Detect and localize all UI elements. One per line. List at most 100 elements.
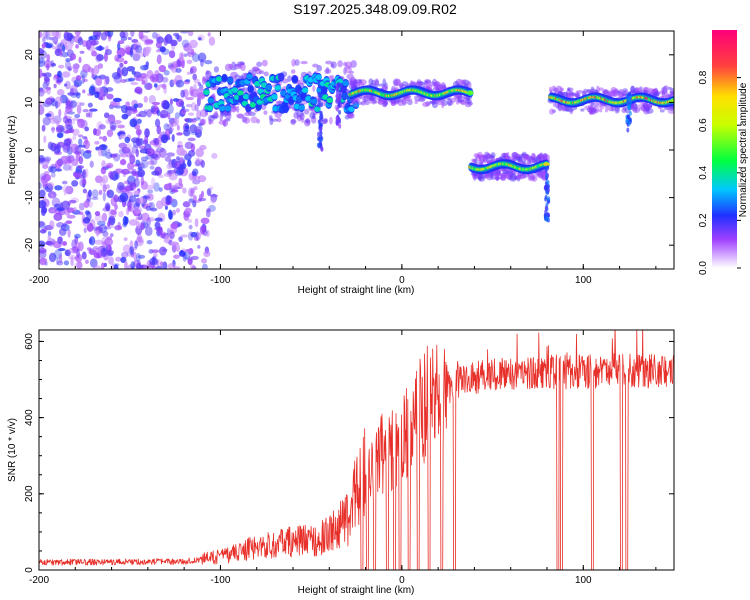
heatmap-cell <box>190 255 199 260</box>
heatmap-cell <box>56 132 64 139</box>
heatmap-cell <box>169 184 179 191</box>
heatmap-cell <box>43 156 52 162</box>
heatmap-cell <box>148 95 156 104</box>
heatmap-cell <box>538 153 542 160</box>
heatmap-cell <box>151 265 158 269</box>
heatmap-cell <box>98 74 107 80</box>
heatmap-cell <box>628 95 632 101</box>
heatmap-cell <box>319 125 323 131</box>
heatmap-cell <box>160 134 169 144</box>
heatmap-cell <box>208 36 216 46</box>
heatmap-cell <box>57 70 62 78</box>
heatmap-cell <box>94 239 103 245</box>
heatmap-cell <box>157 259 161 266</box>
heatmap-cell <box>303 108 310 115</box>
heatmap-cell <box>628 110 632 116</box>
heatmap-cell <box>72 117 80 121</box>
heatmap-cell <box>89 218 96 229</box>
heatmap-tail <box>543 165 551 223</box>
heatmap-cell <box>165 195 172 205</box>
heatmap-cell <box>76 248 80 259</box>
heatmap-cell <box>321 88 328 93</box>
heatmap-cell <box>599 104 604 110</box>
heatmap-cell <box>47 182 55 189</box>
heatmap-cell <box>146 240 153 245</box>
heatmap-cell <box>42 163 49 169</box>
heatmap-cell <box>274 86 282 90</box>
heatmap-cell <box>175 68 182 73</box>
ridge-lower-ridge <box>468 151 551 182</box>
heatmap-cell <box>102 184 107 193</box>
heatmap-cell <box>82 63 91 73</box>
heatmap-cell <box>39 189 46 198</box>
heatmap-cell <box>118 148 127 155</box>
heatmap-cell <box>201 263 208 269</box>
heatmap-cell <box>210 193 218 203</box>
heatmap-cell <box>94 91 100 99</box>
heatmap-cell <box>117 42 121 51</box>
heatmap-cell <box>155 86 161 91</box>
heatmap-cell <box>177 147 186 156</box>
heatmap-cell <box>129 246 134 256</box>
heatmap-cell <box>94 214 103 223</box>
heatmap-cell <box>230 71 238 78</box>
heatmap-cell <box>474 157 478 165</box>
heatmap-cell <box>214 111 218 117</box>
colorbar <box>712 30 737 268</box>
heatmap-cell <box>227 78 234 83</box>
heatmap-cell <box>61 200 71 210</box>
heatmap-cell <box>114 54 120 62</box>
heatmap-cell <box>62 241 68 246</box>
heatmap-cell <box>268 114 273 121</box>
heatmap-cell <box>632 107 641 114</box>
heatmap-cell <box>106 190 111 196</box>
heatmap-cell <box>117 124 125 129</box>
heatmap-cell <box>45 43 53 49</box>
heatmap-cell <box>544 165 548 171</box>
heatmap-tail <box>316 91 324 152</box>
heatmap-cell <box>51 62 56 67</box>
heatmap-cell <box>546 183 550 189</box>
ridge-upper-ridge <box>348 78 474 109</box>
heatmap-cell <box>199 119 205 126</box>
snr-x-axis-label: Height of straight line (km) <box>298 585 415 596</box>
heatmap-cell <box>98 124 106 130</box>
heatmap-cell <box>195 157 200 165</box>
heatmap-cell <box>337 82 341 88</box>
heatmap-cell <box>96 46 106 51</box>
heatmap-cell <box>39 182 42 190</box>
heatmap-cell <box>96 220 106 226</box>
heatmap-cell <box>151 32 158 39</box>
heatmap-cell <box>178 52 183 60</box>
heatmap-cell <box>192 73 198 81</box>
heatmap-cell <box>194 218 199 228</box>
heatmap-y-axis-label: Frequency (Hz) <box>7 116 18 185</box>
heatmap-cell <box>173 254 180 259</box>
heatmap-cell <box>114 119 122 125</box>
heatmap-cell <box>170 39 178 47</box>
heatmap-cell <box>320 146 324 152</box>
heatmap-cell <box>105 164 111 169</box>
heatmap-cell <box>50 127 56 131</box>
heatmap-cell <box>83 150 92 159</box>
heatmap-cell <box>69 166 73 171</box>
heatmap-cell <box>132 41 141 49</box>
heatmap-cell <box>219 113 224 122</box>
heatmap-cell <box>312 63 319 68</box>
heatmap-cell <box>190 118 194 122</box>
heatmap-cell <box>89 258 98 268</box>
heatmap-cell <box>129 240 134 248</box>
heatmap-cell <box>228 63 234 69</box>
heatmap-cell <box>153 83 158 88</box>
heatmap-cell <box>47 230 52 237</box>
heatmap-cell <box>169 198 175 202</box>
heatmap-cell <box>63 138 72 147</box>
heatmap-cell <box>123 185 132 192</box>
heatmap-cell <box>150 153 159 159</box>
heatmap-cell <box>319 92 323 98</box>
heatmap-cell <box>140 159 149 169</box>
heatmap-cell <box>63 83 68 87</box>
heatmap-cell <box>195 129 202 138</box>
heatmap-cell <box>72 53 77 60</box>
